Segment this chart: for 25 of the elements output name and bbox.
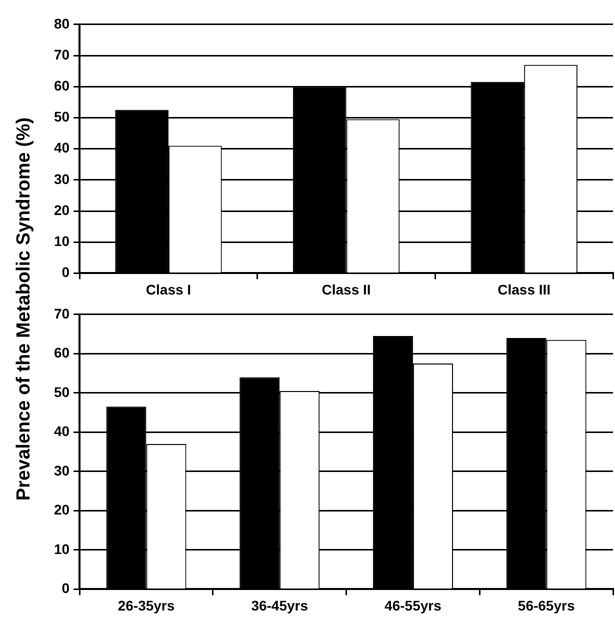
y-tick-label: 40 xyxy=(54,140,70,156)
y-tick-label: 80 xyxy=(54,15,70,32)
y-tick-label: 10 xyxy=(54,232,70,249)
y-tick-label: 60 xyxy=(54,77,70,94)
y-tick-label: 0 xyxy=(62,580,70,596)
y-tick-label: 30 xyxy=(54,170,70,187)
x-tick-label: 26-35yrs xyxy=(118,597,175,614)
y-tick-label: 20 xyxy=(54,502,70,518)
x-tick-label: 56-65yrs xyxy=(518,597,575,614)
x-tick-label: 46-55yrs xyxy=(384,597,442,614)
y-tick-label: 70 xyxy=(54,46,70,62)
y-tick-label: 10 xyxy=(54,540,70,557)
y-tick-label: 0 xyxy=(62,264,70,280)
y-tick-label: 70 xyxy=(54,305,70,322)
y-tick-label: 40 xyxy=(54,423,70,440)
y-axis-title: Prevalence of the Metabolic Syndrome (%) xyxy=(14,117,36,501)
x-tick-label: Class I xyxy=(146,281,192,298)
y-tick-label: 60 xyxy=(54,344,70,361)
x-tick-label: Class II xyxy=(322,281,371,298)
x-tick-label: 36-45yrs xyxy=(251,597,308,614)
y-tick-label: 50 xyxy=(54,384,70,400)
y-tick-label: 50 xyxy=(54,108,70,125)
y-tick-label: 20 xyxy=(54,202,70,218)
y-tick-label: 30 xyxy=(54,462,70,478)
x-tick-label: Class III xyxy=(498,281,551,298)
